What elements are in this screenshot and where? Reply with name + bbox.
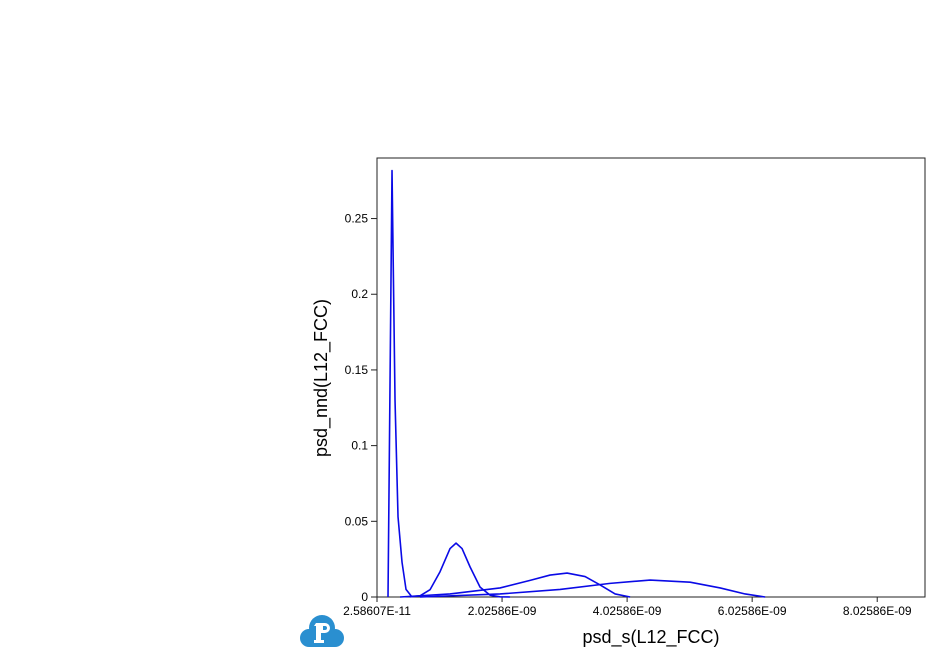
series-line [419, 579, 766, 598]
series-line [409, 542, 511, 598]
y-tick-label: 0.25 [345, 212, 369, 226]
y-tick-label: 0.15 [345, 363, 369, 377]
logo-base [309, 632, 335, 647]
x-axis-title: psd_s(L12_FCC) [582, 627, 719, 648]
y-axis-title: psd_nnd(L12_FCC) [311, 299, 332, 457]
series-line [387, 169, 413, 598]
y-tick-label: 0.05 [345, 514, 369, 528]
series-line [399, 572, 631, 598]
y-tick-label: 0 [361, 590, 368, 604]
x-tick-label: 4.02586E-09 [593, 604, 662, 618]
logo-glyph [314, 623, 330, 643]
x-tick-label: 2.02586E-09 [468, 604, 537, 618]
y-tick-label: 0.1 [351, 439, 368, 453]
logo [300, 615, 344, 647]
plot-frame [376, 157, 926, 598]
x-tick-label: 2.58607E-11 [343, 604, 411, 618]
x-tick-label: 8.02586E-09 [843, 604, 912, 618]
y-tick-label: 0.2 [351, 287, 368, 301]
x-tick-label: 6.02586E-09 [718, 604, 787, 618]
